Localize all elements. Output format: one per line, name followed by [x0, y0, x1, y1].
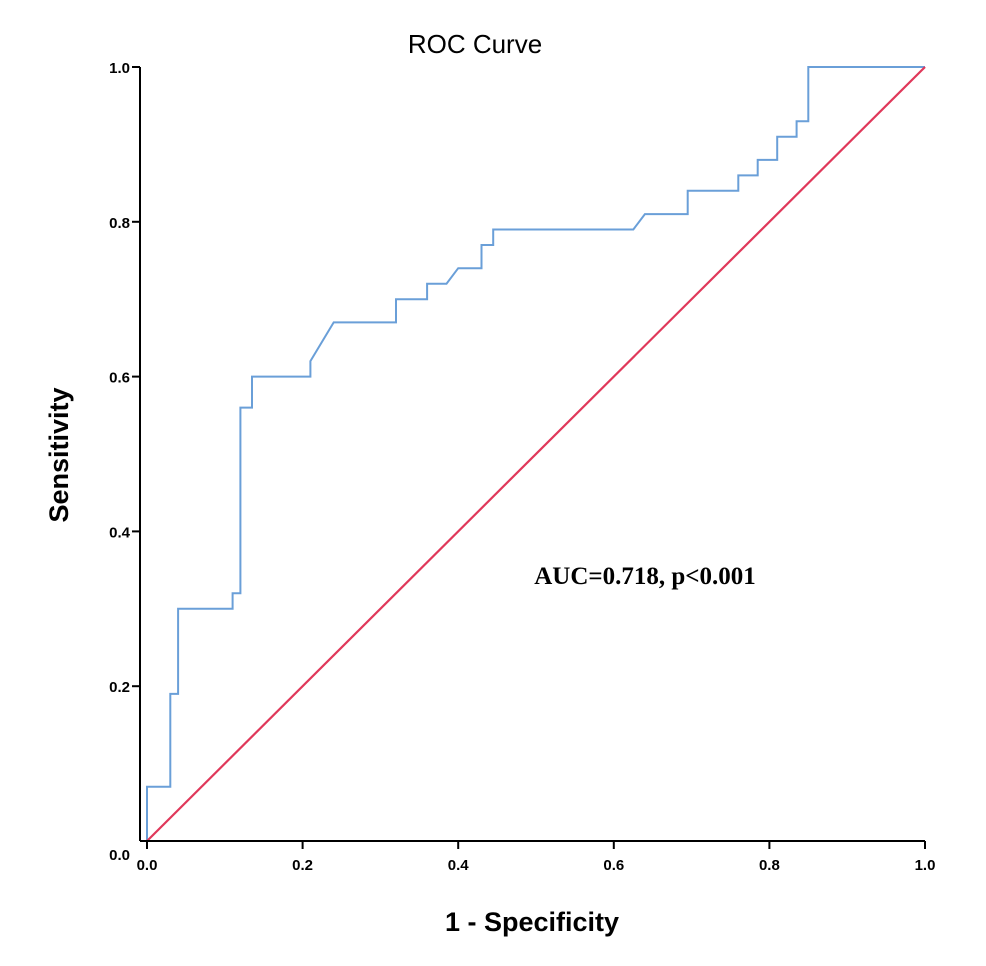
- auc-annotation: AUC=0.718, p<0.001: [534, 563, 756, 590]
- y-tick-label: 0.4: [109, 524, 131, 541]
- chart-title: ROC Curve: [408, 29, 542, 59]
- plot-marks: [146, 66, 926, 842]
- x-tick-label: 0.2: [292, 857, 313, 874]
- roc-curve: [146, 66, 925, 841]
- y-tick-label: 0.0: [109, 847, 130, 864]
- y-tick-label: 0.8: [109, 215, 130, 232]
- y-tick-label: 0.2: [109, 679, 130, 696]
- y-ticks: 0.0 0.2 0.4 0.6 0.8 1.0: [109, 60, 140, 864]
- y-axis-label: Sensitivity: [44, 387, 74, 522]
- x-tick-label: 0.0: [137, 857, 158, 874]
- x-tick-label: 0.8: [759, 857, 780, 874]
- x-tick-label: 0.6: [603, 857, 624, 874]
- reference-diagonal-line: [146, 66, 926, 842]
- x-tick-label: 1.0: [915, 857, 936, 874]
- y-tick-label: 1.0: [109, 60, 130, 77]
- x-ticks: 0.0 0.2 0.4 0.6 0.8 1.0: [137, 841, 936, 874]
- y-tick-label: 0.6: [109, 370, 130, 387]
- x-axis-label: 1 - Specificity: [445, 907, 619, 937]
- x-tick-label: 0.4: [448, 857, 470, 874]
